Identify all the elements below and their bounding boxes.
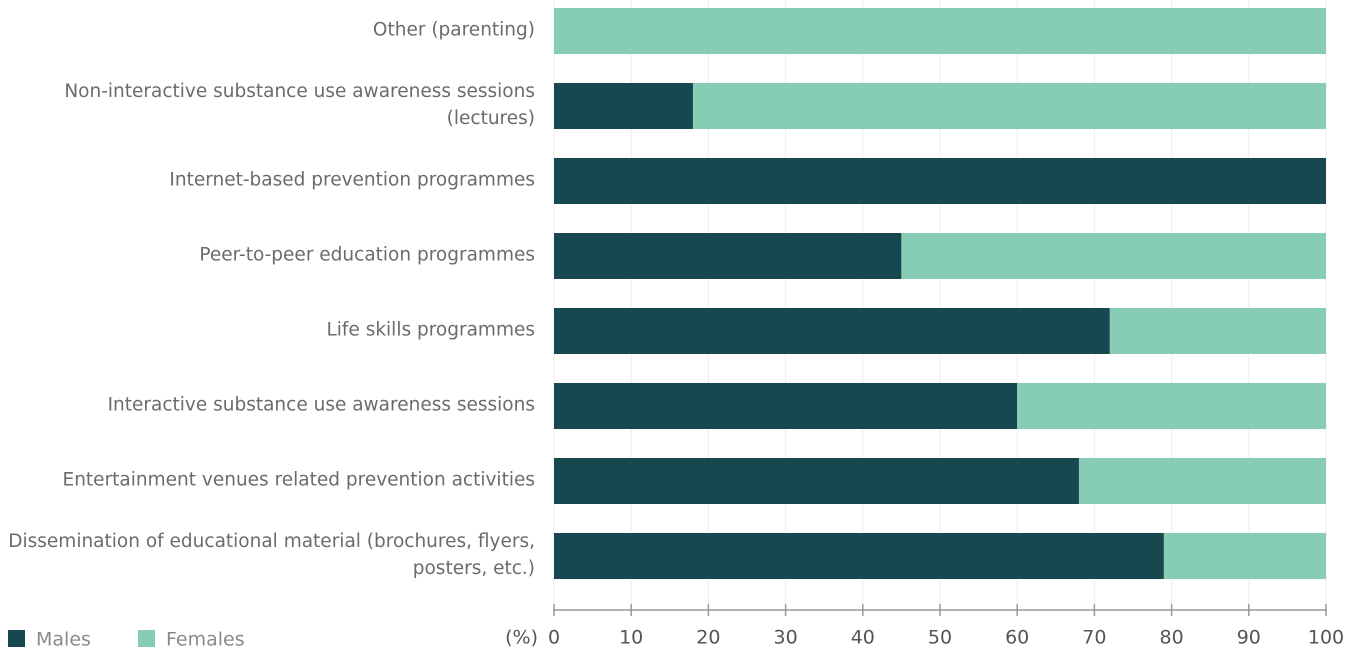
bar-segment xyxy=(554,458,1079,504)
y-tick-label: Life skills programmes xyxy=(326,319,535,341)
y-tick-label: Other (parenting) xyxy=(372,19,535,41)
legend-label: Males xyxy=(36,629,91,651)
x-tick-label: 50 xyxy=(928,627,952,649)
bar-segment xyxy=(554,83,693,129)
x-tick-label: 80 xyxy=(1160,627,1184,649)
x-tick-label: 90 xyxy=(1237,627,1261,649)
x-tick-label: 70 xyxy=(1082,627,1106,649)
x-tick-label: 30 xyxy=(774,627,798,649)
bar-segment xyxy=(692,83,1326,129)
bar-segment xyxy=(1078,458,1326,504)
x-tick-label: 0 xyxy=(548,627,560,649)
bar-segment xyxy=(554,308,1110,354)
x-tick-label: 60 xyxy=(1005,627,1029,649)
x-tick-label: 20 xyxy=(696,627,720,649)
bar-segment xyxy=(1109,308,1326,354)
legend-swatch xyxy=(8,630,25,647)
bar-segment xyxy=(554,158,1326,204)
bar-segment xyxy=(554,533,1164,579)
bar-segment xyxy=(1017,383,1326,429)
x-axis-label: (%) xyxy=(505,627,538,649)
y-tick-label: Internet-based prevention programmes xyxy=(169,169,535,191)
x-tick-label: 40 xyxy=(851,627,875,649)
x-tick-label: 10 xyxy=(619,627,643,649)
bar-segment xyxy=(1163,533,1326,579)
bar-segment xyxy=(554,8,1326,54)
legend-label: Females xyxy=(166,629,245,651)
y-tick-label: Interactive substance use awareness sess… xyxy=(107,394,535,416)
bar-segment xyxy=(554,233,902,279)
x-tick-label: 100 xyxy=(1308,627,1344,649)
bar-segment xyxy=(901,233,1326,279)
y-tick-label: Peer-to-peer education programmes xyxy=(199,244,535,266)
y-tick-label: Dissemination of educational material (b… xyxy=(8,531,535,579)
y-tick-label: Non-interactive substance use awareness … xyxy=(64,81,535,129)
bar-segment xyxy=(554,383,1018,429)
y-tick-label: Entertainment venues related prevention … xyxy=(62,469,535,491)
legend-swatch xyxy=(138,630,155,647)
